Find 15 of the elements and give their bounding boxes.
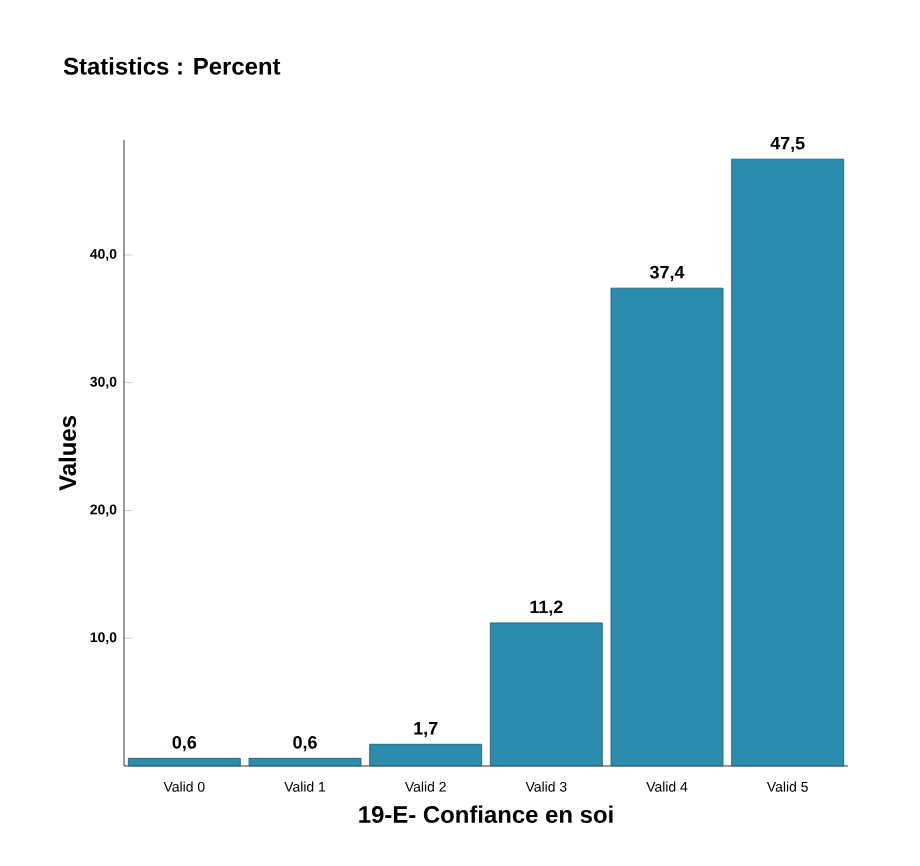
- bar: [610, 287, 724, 767]
- data-label: 0,6: [172, 735, 197, 752]
- x-axis-title: 19-E- Confiance en soi: [359, 805, 613, 823]
- bar: [248, 757, 362, 767]
- data-label: 11,2: [530, 600, 563, 616]
- bar: [731, 158, 845, 767]
- bar: [127, 757, 241, 767]
- data-label: 0,6: [293, 735, 317, 752]
- chart-title: Statistics : Percent: [63, 57, 281, 75]
- data-label: 1,7: [414, 722, 438, 738]
- bar: [369, 743, 483, 767]
- data-label: 47,5: [770, 136, 805, 153]
- data-label: 37,4: [649, 265, 685, 282]
- y-axis-title: Values: [58, 416, 77, 491]
- bar: [489, 622, 603, 767]
